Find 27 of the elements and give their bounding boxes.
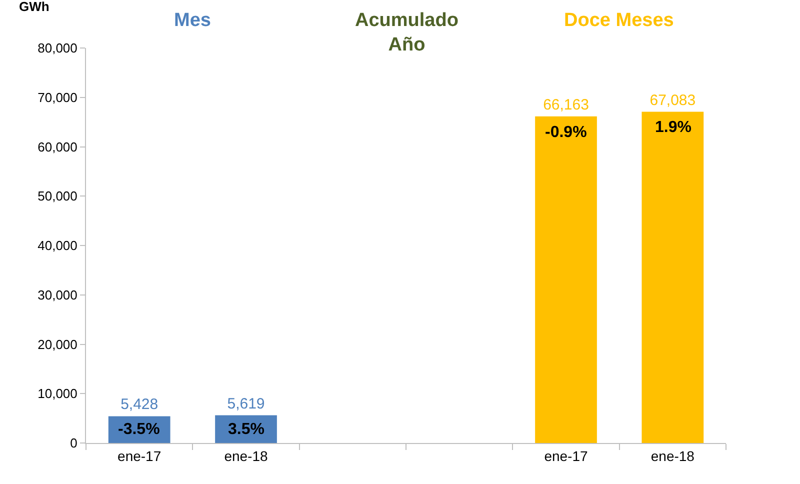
data-label: 66,163: [543, 96, 589, 114]
data-label: 5,619: [227, 395, 265, 412]
y-tick-label: 20,000: [38, 336, 78, 352]
bar: [535, 116, 597, 443]
y-axis-title: GWh: [19, 0, 50, 14]
y-tick-label: 70,000: [38, 90, 78, 105]
y-tick-label: 60,000: [38, 139, 78, 154]
x-tick-label: ene-18: [650, 448, 695, 464]
legend-label: Acumulado Año: [355, 10, 458, 56]
data-label: 67,083: [650, 92, 696, 109]
annotation: -0.9%: [545, 124, 587, 141]
y-tick-label: 10,000: [38, 386, 78, 402]
y-tick-label: 0: [70, 436, 78, 451]
x-tick-label: ene-18: [224, 448, 268, 464]
y-tick-label: 50,000: [38, 188, 78, 204]
annotation: -3.5%: [118, 421, 160, 438]
y-tick-label: 80,000: [38, 40, 78, 56]
text: Doce Meses: [564, 10, 674, 31]
annotation: 3.5%: [228, 421, 264, 438]
annotation: 1.9%: [655, 119, 692, 136]
y-tick-label: 30,000: [38, 287, 78, 302]
data-label: 5,428: [120, 396, 158, 414]
x-tick-label: ene-17: [544, 448, 588, 464]
x-tick-label: ene-17: [118, 448, 162, 464]
y-tick-label: 40,000: [38, 238, 78, 254]
text: Mes: [174, 10, 211, 31]
bar: [642, 112, 704, 443]
